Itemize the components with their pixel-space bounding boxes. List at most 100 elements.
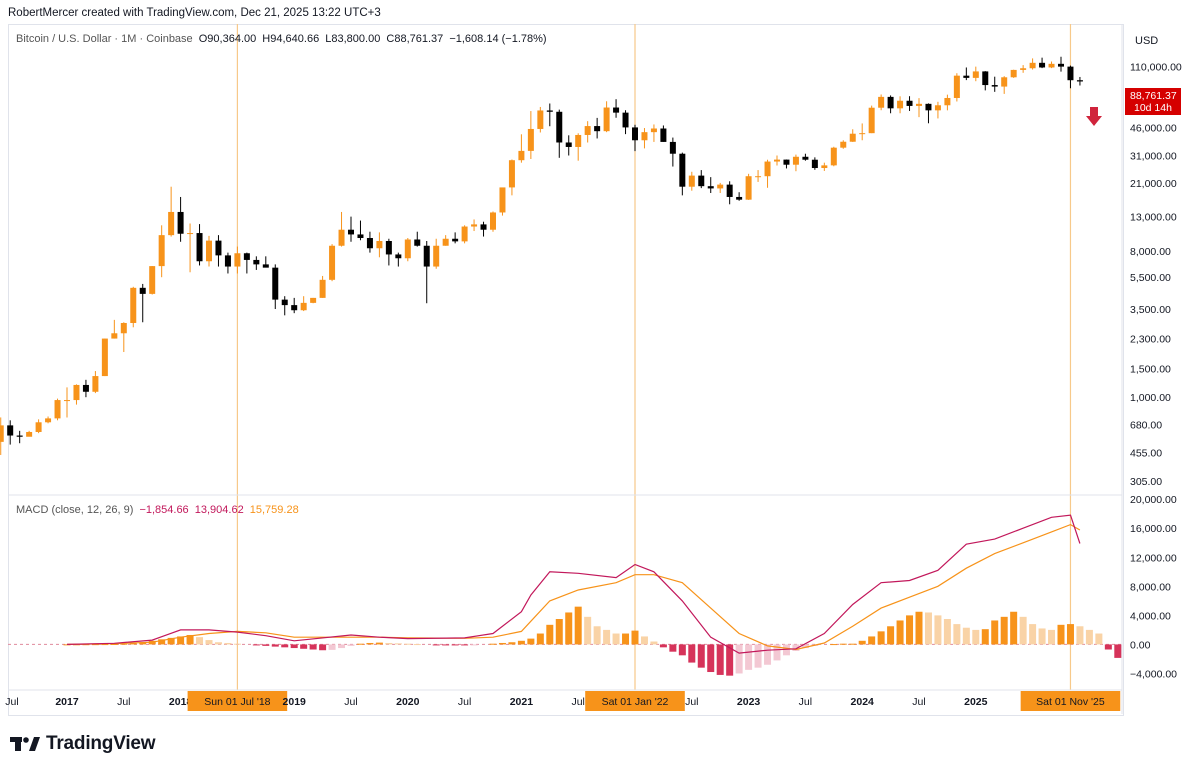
macd-histogram-bar xyxy=(640,636,648,645)
candle xyxy=(130,287,137,323)
macd-histogram-bar xyxy=(991,620,999,645)
candle xyxy=(442,238,449,246)
down-arrow-icon xyxy=(1086,107,1102,126)
candle xyxy=(433,245,440,267)
macd-histogram-bar xyxy=(1019,616,1027,645)
candle xyxy=(215,240,222,256)
macd-histogram-bar xyxy=(347,644,355,646)
candle xyxy=(698,175,705,187)
time-axis-label: Jul xyxy=(799,696,812,708)
candle xyxy=(1001,77,1008,87)
macd-line xyxy=(66,514,1081,654)
macd-histogram-bar xyxy=(877,631,885,645)
candle xyxy=(338,229,345,246)
candle xyxy=(745,176,752,200)
candle xyxy=(243,253,250,260)
candle xyxy=(1048,63,1055,68)
macd-histogram-bar xyxy=(773,644,781,661)
macd-histogram-bar xyxy=(536,633,544,645)
price-axis-tick: 5,500.00 xyxy=(1130,272,1171,284)
macd-histogram-bar xyxy=(565,612,573,645)
macd-histogram-bar xyxy=(1076,626,1084,645)
price-axis-tick: 305.00 xyxy=(1130,476,1162,488)
candle xyxy=(774,159,780,162)
candle xyxy=(1039,62,1046,68)
macd-histogram-bar xyxy=(1104,644,1112,650)
macd-histogram-bar xyxy=(1029,624,1037,645)
time-axis-label: Jul xyxy=(344,696,357,708)
candle xyxy=(906,100,913,106)
candle xyxy=(546,110,553,112)
tradingview-logo[interactable]: TradingView xyxy=(10,733,156,755)
candle xyxy=(972,71,979,78)
macd-histogram-bar xyxy=(233,643,241,645)
candle xyxy=(934,105,941,111)
macd-histogram-bar xyxy=(603,629,611,645)
macd-histogram-bar xyxy=(555,619,563,645)
candle xyxy=(272,267,279,300)
candle xyxy=(177,211,184,234)
candle xyxy=(811,159,818,169)
macd-histogram-bar xyxy=(404,643,412,645)
candle xyxy=(7,425,14,436)
price-axis-tick: 3,500.00 xyxy=(1130,304,1171,316)
candle xyxy=(878,96,885,108)
macd-histogram-bar xyxy=(953,624,961,645)
price-axis-tick: 680.00 xyxy=(1130,419,1162,431)
time-marker-label: Sun 01 Jul '18 xyxy=(204,696,270,708)
candle xyxy=(556,111,563,143)
candle xyxy=(575,134,582,147)
macd-histogram-bar xyxy=(517,640,525,645)
candle xyxy=(73,384,80,401)
candle xyxy=(603,107,610,132)
time-axis-label: 2018 xyxy=(169,696,193,708)
candle xyxy=(868,107,875,134)
macd-histogram-bar xyxy=(981,629,989,645)
candle xyxy=(414,239,421,246)
price-axis-tick: 2,300.00 xyxy=(1130,334,1171,346)
macd-histogram-bar xyxy=(1066,624,1074,645)
macd-histogram-bar xyxy=(271,644,279,647)
macd-histogram-bar xyxy=(1000,616,1008,645)
macd-histogram-bar xyxy=(612,633,620,645)
macd-histogram-bar xyxy=(754,644,762,668)
macd-title: MACD (close, 12, 26, 9) xyxy=(16,504,134,516)
macd-histogram-bar xyxy=(1057,624,1065,645)
price-axis-tick: 31,000.00 xyxy=(1130,151,1177,163)
macd-histogram-bar xyxy=(697,644,705,668)
candle xyxy=(792,156,799,165)
close-value: 88,761.37 xyxy=(394,33,444,45)
candle xyxy=(1076,80,1083,82)
candle xyxy=(385,241,392,255)
candle xyxy=(669,141,676,154)
candle xyxy=(120,322,127,334)
candle xyxy=(821,165,828,169)
candle xyxy=(26,431,33,437)
high-label: H xyxy=(262,33,271,45)
tradingview-brand: TradingView xyxy=(46,733,156,754)
candle xyxy=(925,103,932,111)
macd-histogram-bar xyxy=(470,644,478,646)
candle xyxy=(357,234,364,239)
time-axis-label: 2020 xyxy=(396,696,420,708)
candle xyxy=(0,425,4,442)
candle xyxy=(348,229,354,235)
candle xyxy=(139,287,146,294)
macd-histogram-bar xyxy=(622,633,630,645)
time-axis-label: Jul xyxy=(5,696,18,708)
macd-histogram-bar xyxy=(1085,629,1093,645)
macd-histogram-bar xyxy=(745,644,753,670)
macd-histogram-bar xyxy=(849,643,857,645)
macd-histogram-bar xyxy=(385,642,393,645)
macd-histogram-bar xyxy=(546,624,554,645)
candle xyxy=(707,186,714,189)
currency-label: USD xyxy=(1135,35,1158,47)
macd-histogram-bar xyxy=(451,644,459,646)
candle xyxy=(461,226,468,242)
candle xyxy=(291,305,298,311)
candle xyxy=(679,153,686,187)
candle xyxy=(783,159,790,165)
macd-histogram-bar xyxy=(650,641,658,645)
macd-histogram-bar xyxy=(290,644,298,649)
